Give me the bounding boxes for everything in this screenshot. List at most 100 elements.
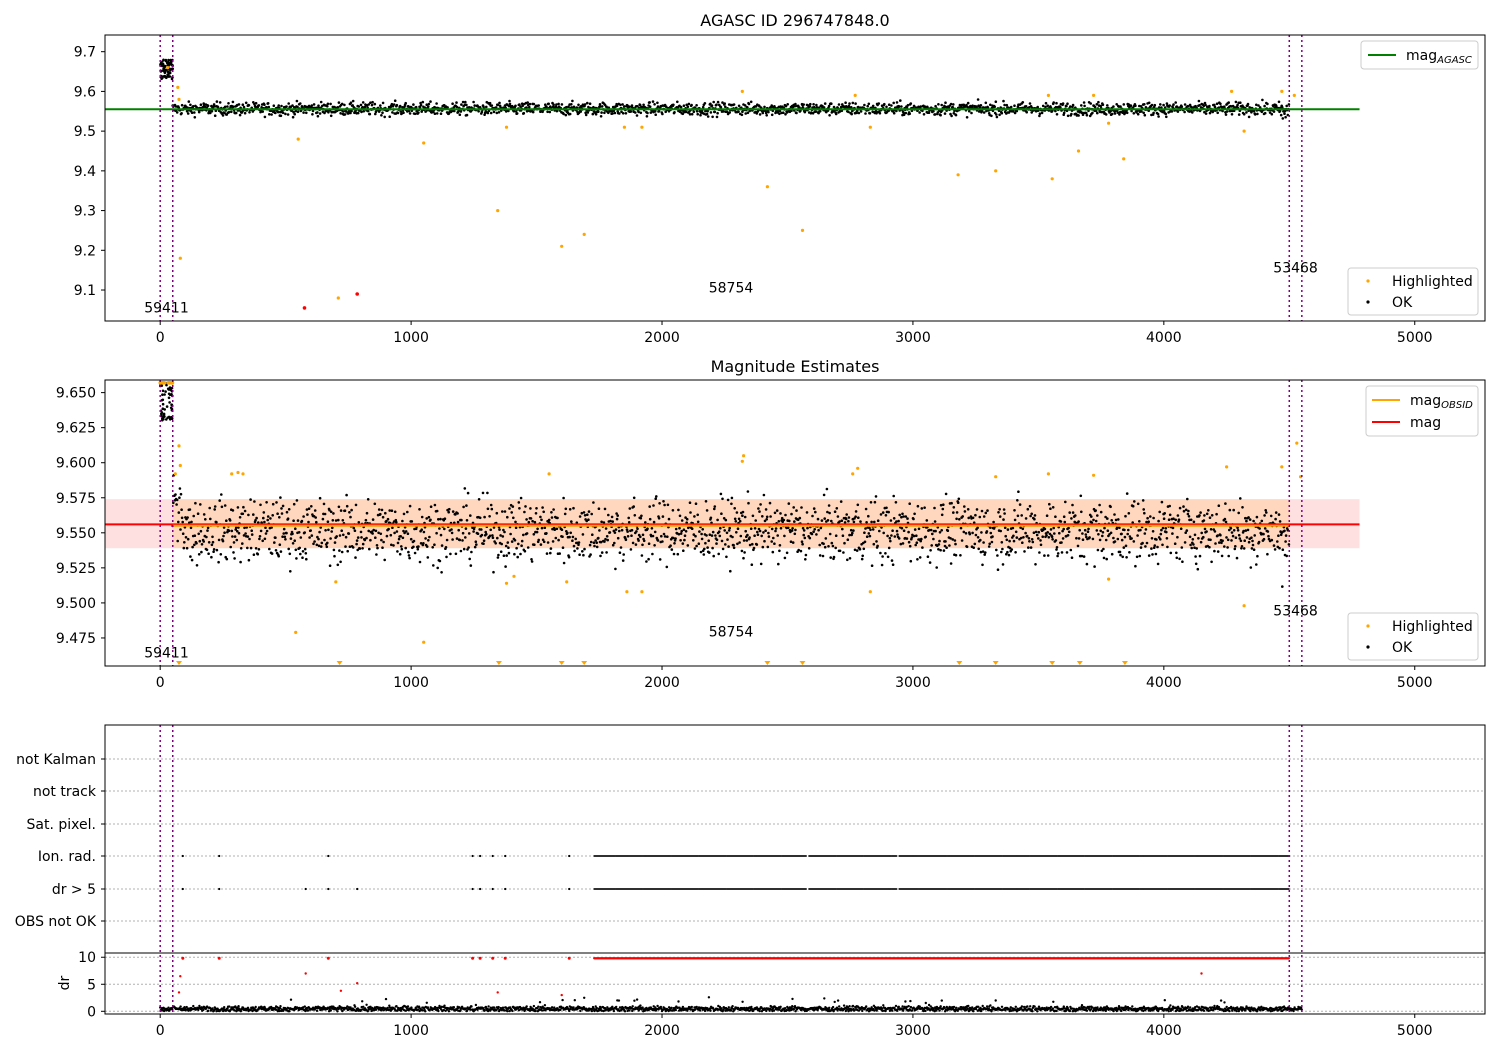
ok-point	[702, 553, 706, 556]
highlighted-point	[512, 574, 516, 578]
ok-point	[1229, 527, 1233, 530]
ok-point	[958, 518, 961, 521]
ok-point	[647, 542, 651, 545]
ok-point	[1270, 112, 1274, 116]
ok-point	[1071, 103, 1075, 107]
ok-point	[963, 505, 966, 508]
ok-point	[1036, 105, 1039, 109]
ok-point	[590, 512, 593, 516]
ok-point	[589, 553, 592, 556]
ok-point	[185, 109, 189, 113]
ok-point	[834, 534, 838, 537]
ok-point	[844, 517, 848, 521]
highlighted-point	[582, 232, 586, 236]
ok-point	[798, 106, 801, 109]
ok-point	[793, 104, 797, 108]
ok-point	[472, 530, 475, 533]
ok-point	[371, 518, 375, 521]
ok-point	[682, 528, 686, 531]
ok-point	[1046, 531, 1049, 534]
ok-point	[1139, 528, 1142, 532]
ok-point	[678, 526, 681, 530]
ok-point	[952, 511, 955, 514]
ok-point	[878, 111, 882, 115]
ok-point	[183, 541, 186, 544]
ok-point	[932, 537, 935, 541]
ok-point	[489, 528, 493, 532]
ok-point	[202, 540, 205, 543]
ok-point	[887, 546, 891, 550]
ok-point	[1144, 528, 1148, 531]
ok-point	[1247, 540, 1251, 544]
ok-point	[918, 556, 922, 559]
ok-point	[854, 102, 857, 105]
ok-point	[217, 538, 221, 542]
ok-point	[1210, 514, 1214, 517]
ok-point	[850, 112, 853, 116]
ok-point	[222, 534, 225, 538]
ok-point	[632, 496, 636, 500]
ok-point	[571, 539, 574, 542]
ok-point	[1260, 110, 1264, 114]
ok-point	[1145, 541, 1149, 545]
ok-point	[398, 104, 402, 108]
ok-point	[192, 514, 195, 518]
ok-point	[309, 529, 313, 532]
ok-point	[774, 529, 777, 533]
ok-point	[276, 512, 279, 515]
ok-point	[747, 102, 751, 106]
ok-point	[754, 519, 757, 522]
ok-point	[683, 538, 686, 542]
ok-point	[1251, 539, 1254, 543]
ok-point	[809, 102, 812, 106]
ok-point	[579, 110, 582, 113]
ok-point	[546, 110, 549, 114]
ok-point	[506, 515, 509, 519]
ok-point	[448, 507, 451, 511]
ok-point	[331, 526, 334, 530]
ok-point	[784, 113, 787, 116]
ok-point	[435, 112, 439, 115]
ok-point	[930, 544, 933, 547]
ok-point	[896, 533, 899, 536]
ok-point	[661, 540, 664, 543]
ok-point	[1223, 545, 1226, 548]
ok-point	[507, 551, 511, 555]
ok-point	[324, 529, 327, 532]
ok-point	[811, 112, 815, 115]
ok-point	[1004, 534, 1007, 538]
ok-point	[993, 105, 996, 109]
ok-point	[1284, 540, 1287, 543]
ok-point	[545, 532, 548, 535]
ok-point	[358, 547, 362, 550]
ok-point	[533, 543, 536, 546]
ok-point	[1070, 556, 1074, 559]
ok-point	[367, 103, 371, 106]
ok-point	[917, 527, 921, 531]
ok-point	[957, 497, 961, 501]
ok-point	[1055, 548, 1058, 551]
ok-point	[419, 101, 422, 105]
ok-point	[243, 111, 247, 115]
ok-point	[673, 542, 676, 545]
ok-point	[1008, 539, 1011, 543]
ok-point	[1241, 506, 1244, 509]
ok-point	[619, 103, 622, 107]
ok-point	[848, 557, 852, 560]
ok-point	[162, 417, 165, 421]
ok-point	[1226, 538, 1230, 542]
ok-point	[752, 546, 756, 550]
ok-point	[1186, 104, 1190, 108]
ok-point	[569, 531, 572, 535]
ok-point	[686, 105, 690, 108]
ok-point	[1157, 115, 1160, 118]
ok-point	[193, 111, 196, 114]
ok-point	[1122, 546, 1126, 549]
ok-point	[712, 554, 715, 558]
ok-point	[711, 546, 714, 550]
ok-point	[846, 538, 850, 541]
ok-point	[551, 540, 555, 543]
ok-point	[599, 554, 602, 558]
ok-point	[435, 531, 438, 535]
ok-point	[1247, 115, 1251, 119]
